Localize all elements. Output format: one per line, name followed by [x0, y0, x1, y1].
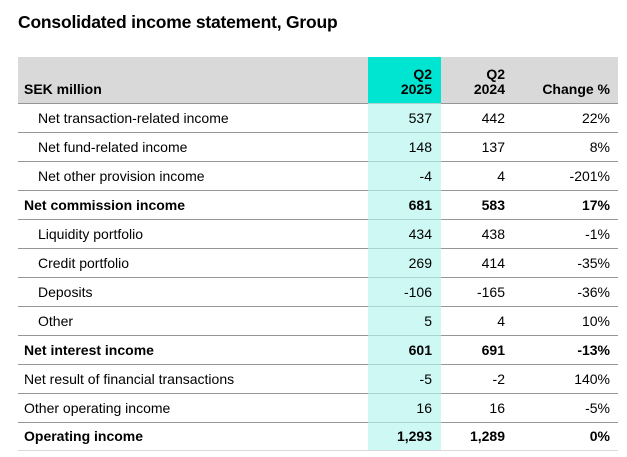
- table-row-subtotal: Net commission income 681 583 17%: [18, 190, 618, 219]
- col-header-q2-2024-line1: Q2: [486, 66, 505, 82]
- value-q2-2024: 4: [441, 306, 514, 335]
- value-q2-2024: 1,289: [441, 422, 514, 451]
- col-header-change: Change %: [514, 57, 618, 103]
- value-q2-2024: 438: [441, 219, 514, 248]
- table-header-row: SEK million Q2 2025 Q2 2024 Change %: [18, 57, 618, 103]
- value-change: 10%: [514, 306, 618, 335]
- row-label: Net transaction-related income: [18, 103, 368, 132]
- value-q2-2024: 442: [441, 103, 514, 132]
- row-label: Deposits: [18, 277, 368, 306]
- value-change: -1%: [514, 219, 618, 248]
- value-q2-2024: 16: [441, 393, 514, 422]
- value-q2-2025: -106: [368, 277, 441, 306]
- row-label: Net fund-related income: [18, 132, 368, 161]
- table-row: Liquidity portfolio 434 438 -1%: [18, 219, 618, 248]
- value-q2-2024: 4: [441, 161, 514, 190]
- table-row: Net transaction-related income 537 442 2…: [18, 103, 618, 132]
- value-q2-2024: 137: [441, 132, 514, 161]
- table-row: Other 5 4 10%: [18, 306, 618, 335]
- value-q2-2025: 148: [368, 132, 441, 161]
- value-q2-2024: -2: [441, 364, 514, 393]
- income-statement-table: SEK million Q2 2025 Q2 2024 Change % Net…: [18, 57, 618, 451]
- value-change: 140%: [514, 364, 618, 393]
- value-q2-2025: 537: [368, 103, 441, 132]
- value-change: -35%: [514, 248, 618, 277]
- value-q2-2025: 434: [368, 219, 441, 248]
- value-change: -201%: [514, 161, 618, 190]
- value-q2-2024: 414: [441, 248, 514, 277]
- table-row-subtotal: Net interest income 601 691 -13%: [18, 335, 618, 364]
- row-label: Liquidity portfolio: [18, 219, 368, 248]
- row-label: Net commission income: [18, 190, 368, 219]
- col-header-q2-2025: Q2 2025: [368, 57, 441, 103]
- value-q2-2024: -165: [441, 277, 514, 306]
- value-q2-2025: 601: [368, 335, 441, 364]
- value-change: 17%: [514, 190, 618, 219]
- table-row: Deposits -106 -165 -36%: [18, 277, 618, 306]
- table-row: Net fund-related income 148 137 8%: [18, 132, 618, 161]
- table-row: Net result of financial transactions -5 …: [18, 364, 618, 393]
- col-header-q2-2025-line2: 2025: [400, 81, 432, 97]
- row-label: Other operating income: [18, 393, 368, 422]
- row-label: Other: [18, 306, 368, 335]
- col-header-sek-million-label: SEK million: [24, 81, 102, 97]
- table-row: Net other provision income -4 4 -201%: [18, 161, 618, 190]
- col-header-change-label: Change %: [542, 81, 610, 97]
- value-q2-2025: -5: [368, 364, 441, 393]
- value-change: 0%: [514, 422, 618, 451]
- value-q2-2025: 16: [368, 393, 441, 422]
- value-change: -5%: [514, 393, 618, 422]
- value-q2-2025: 1,293: [368, 422, 441, 451]
- value-q2-2025: -4: [368, 161, 441, 190]
- value-change: 8%: [514, 132, 618, 161]
- value-change: 22%: [514, 103, 618, 132]
- row-label: Operating income: [18, 422, 368, 451]
- col-header-q2-2024-line2: 2024: [473, 81, 505, 97]
- table-row: Other operating income 16 16 -5%: [18, 393, 618, 422]
- row-label: Credit portfolio: [18, 248, 368, 277]
- page-title: Consolidated income statement, Group: [18, 12, 338, 32]
- value-change: -36%: [514, 277, 618, 306]
- value-q2-2025: 681: [368, 190, 441, 219]
- table-row: Credit portfolio 269 414 -35%: [18, 248, 618, 277]
- col-header-q2-2025-line1: Q2: [413, 66, 432, 82]
- col-header-q2-2024: Q2 2024: [441, 57, 514, 103]
- value-q2-2024: 691: [441, 335, 514, 364]
- col-header-sek-million: SEK million: [18, 57, 368, 103]
- row-label: Net interest income: [18, 335, 368, 364]
- row-label: Net other provision income: [18, 161, 368, 190]
- row-label: Net result of financial transactions: [18, 364, 368, 393]
- value-q2-2025: 269: [368, 248, 441, 277]
- value-q2-2024: 583: [441, 190, 514, 219]
- table-row-total: Operating income 1,293 1,289 0%: [18, 422, 618, 451]
- value-change: -13%: [514, 335, 618, 364]
- value-q2-2025: 5: [368, 306, 441, 335]
